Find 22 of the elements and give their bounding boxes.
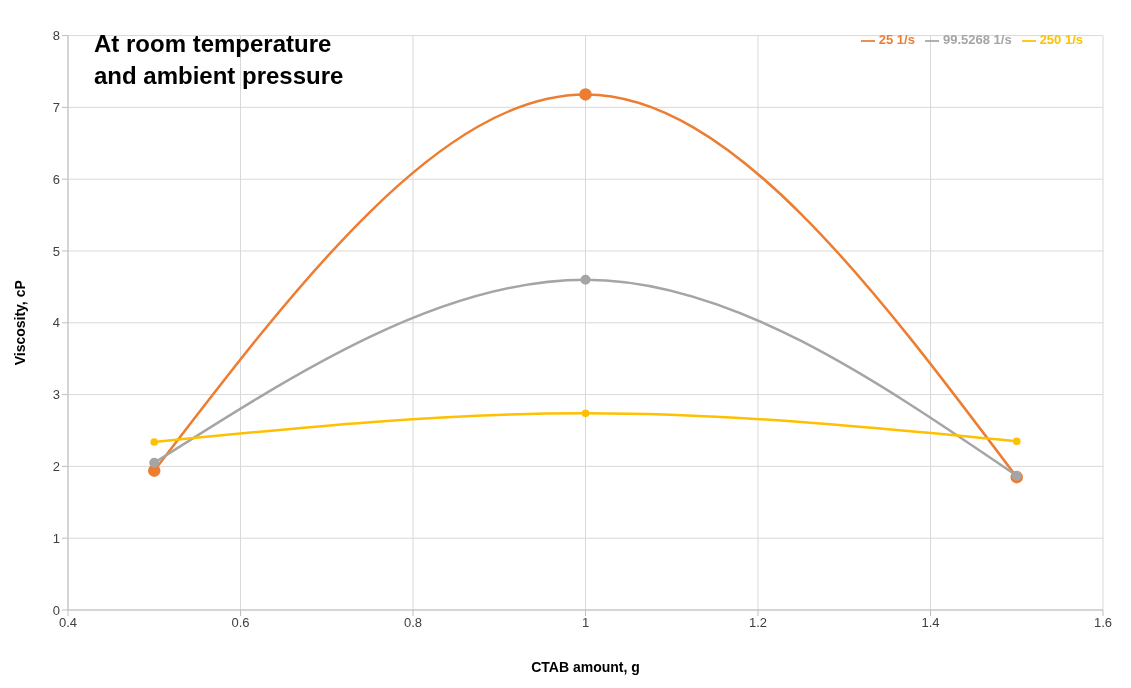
y-axis-title: Viscosity, cP — [11, 280, 28, 366]
x-axis-title: CTAB amount, g — [531, 659, 640, 675]
y-tick-label: 1 — [52, 530, 60, 546]
x-tick-label: 0.8 — [403, 615, 423, 631]
legend-label: 250 1/s — [1039, 32, 1083, 47]
y-tick-label: 2 — [52, 459, 60, 475]
x-tick-label: 0.6 — [231, 615, 250, 631]
x-tick-label: 0.4 — [58, 615, 78, 631]
x-tick-label: 1.2 — [748, 615, 768, 631]
y-tick-label: 8 — [52, 28, 60, 44]
y-tick-label: 3 — [52, 387, 60, 403]
y-tick-label: 7 — [52, 99, 60, 115]
legend-label: 99.5268 1/s — [942, 32, 1012, 47]
y-tick-label: 0 — [52, 602, 60, 618]
y-tick-label: 4 — [52, 315, 60, 331]
y-tick-label: 6 — [52, 171, 60, 187]
x-tick-label: 1.4 — [921, 615, 940, 631]
x-tick-label: 1.6 — [1093, 615, 1113, 631]
x-tick-label: 1 — [581, 615, 590, 631]
y-tick-label: 5 — [52, 243, 60, 259]
legend-label: 25 1/s — [878, 32, 915, 47]
annotation: At room temperature and ambient pressure — [94, 29, 344, 91]
